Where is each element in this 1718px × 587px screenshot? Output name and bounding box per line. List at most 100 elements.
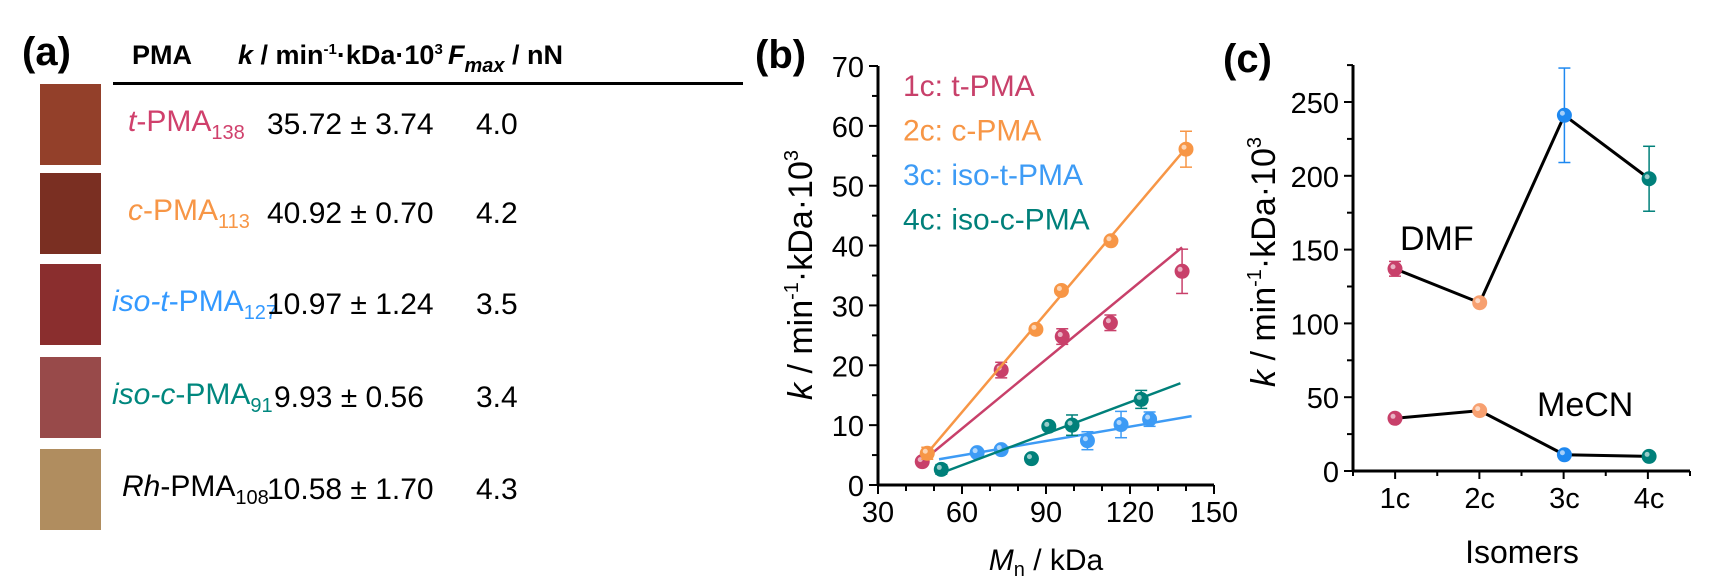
polymer-name: t-PMA138	[128, 105, 245, 144]
data-point-highlight	[917, 457, 923, 463]
data-point	[1387, 410, 1403, 426]
y-axis-label-part: 3	[1244, 137, 1266, 148]
x-tick-label: 90	[1030, 497, 1062, 529]
y-tick-label: 200	[1291, 162, 1339, 194]
y-axis-label-part: ·kDa·10	[1245, 148, 1283, 269]
data-point	[1053, 282, 1069, 298]
rate-constant-value: 10.97 ± 1.24	[267, 288, 434, 321]
polymer-name: iso-t-PMA127	[112, 285, 278, 324]
data-point-highlight	[1475, 298, 1481, 304]
y-tick-label: 20	[832, 351, 864, 383]
header-pma: PMA	[132, 40, 192, 70]
data-point	[1178, 141, 1194, 157]
y-axis-label-part: / min	[782, 300, 820, 383]
data-point-highlight	[1116, 420, 1122, 426]
data-point	[1641, 448, 1657, 464]
data-point-highlight	[1181, 144, 1187, 150]
y-tick-label: 250	[1291, 88, 1339, 120]
rate-constant-value: 9.93 ± 0.56	[274, 381, 424, 414]
x-tick-label: 150	[1190, 497, 1238, 529]
data-point	[1023, 451, 1039, 467]
film-photo-swatch	[40, 449, 101, 530]
fit-line	[924, 147, 1187, 456]
film-photo-swatch	[40, 357, 101, 438]
data-point	[919, 445, 935, 461]
y-axis-label-part: k	[782, 381, 820, 400]
y-axis-label: k / min-1·kDa·103	[1244, 137, 1283, 387]
x-tick-label: 60	[946, 497, 978, 529]
panel-a-label: (a)	[22, 30, 71, 74]
y-axis-label: k / min-1·kDa·103	[781, 150, 820, 400]
film-photo-swatch	[40, 264, 101, 345]
data-point-highlight	[1106, 236, 1112, 242]
film-photo-swatch	[40, 173, 101, 254]
y-axis-label-part: ·kDa·10	[782, 161, 820, 282]
y-axis-label-part: 3	[781, 150, 803, 161]
y-tick-label: 50	[832, 172, 864, 204]
x-tick-label: 1c	[1380, 483, 1411, 515]
polymer-name: Rh-PMA108	[122, 470, 269, 509]
x-axis-label-part: n	[1014, 559, 1025, 581]
legend-entry: 4c: iso-c-PMA	[903, 204, 1090, 237]
data-point	[1028, 321, 1044, 337]
data-point	[1387, 261, 1403, 277]
data-point-highlight	[1390, 413, 1396, 419]
data-point	[1102, 315, 1118, 331]
fmax-value: 4.2	[476, 197, 518, 230]
data-point-highlight	[1644, 174, 1650, 180]
data-point	[1142, 411, 1158, 427]
rate-constant-value: 10.58 ± 1.70	[267, 473, 434, 506]
x-tick-label: 120	[1106, 497, 1154, 529]
data-point	[1556, 447, 1572, 463]
y-tick-label: 0	[1323, 457, 1339, 489]
x-tick-label: 30	[862, 497, 894, 529]
data-point	[1472, 403, 1488, 419]
data-point-highlight	[1390, 264, 1396, 270]
data-point-highlight	[1057, 332, 1063, 338]
legend-entry: 1c: t-PMA	[903, 70, 1035, 103]
data-point	[1556, 107, 1572, 123]
data-point-highlight	[1559, 110, 1565, 116]
fmax-value: 3.5	[476, 288, 518, 321]
header-fmax: Fmax / nN	[448, 40, 564, 77]
legend-entry: 2c: c-PMA	[903, 115, 1041, 148]
y-tick-label: 70	[832, 52, 864, 84]
data-point-highlight	[1145, 414, 1151, 420]
data-point	[1472, 295, 1488, 311]
series-label-mecn: MeCN	[1537, 386, 1633, 424]
fmax-value: 4.3	[476, 473, 518, 506]
data-point-highlight	[1136, 394, 1142, 400]
series-line	[1394, 112, 1650, 305]
y-tick-label: 150	[1291, 236, 1339, 268]
data-point-highlight	[972, 448, 978, 454]
table-header-rule	[113, 82, 743, 85]
data-point	[933, 461, 949, 477]
x-axis-label-part: M	[989, 544, 1014, 577]
fmax-value: 4.0	[476, 108, 518, 141]
y-tick-label: 40	[832, 232, 864, 264]
data-point-highlight	[1031, 324, 1037, 330]
series-line	[1394, 409, 1650, 458]
panel-b-label: (b)	[755, 33, 806, 77]
header-k: k / min-1·kDa·103	[238, 40, 443, 70]
rate-constant-value: 40.92 ± 0.70	[267, 197, 434, 230]
y-tick-label: 50	[1307, 383, 1339, 415]
data-point	[1113, 417, 1129, 433]
data-point	[1064, 417, 1080, 433]
data-point-highlight	[1082, 436, 1088, 442]
y-tick-label: 10	[832, 411, 864, 443]
y-axis-label-part: k	[1245, 368, 1283, 387]
film-photo-swatch	[40, 84, 101, 165]
data-point-highlight	[1105, 318, 1111, 324]
x-axis-label: Mn / kDa	[989, 544, 1104, 581]
data-point-highlight	[936, 464, 942, 470]
data-point	[1079, 433, 1095, 449]
fit-line	[927, 246, 1183, 458]
data-point-highlight	[1067, 420, 1073, 426]
data-point-highlight	[1559, 450, 1565, 456]
data-point	[1041, 418, 1057, 434]
y-axis-label-part: -1	[781, 282, 803, 300]
data-point-highlight	[1644, 451, 1650, 457]
data-point-highlight	[922, 448, 928, 454]
